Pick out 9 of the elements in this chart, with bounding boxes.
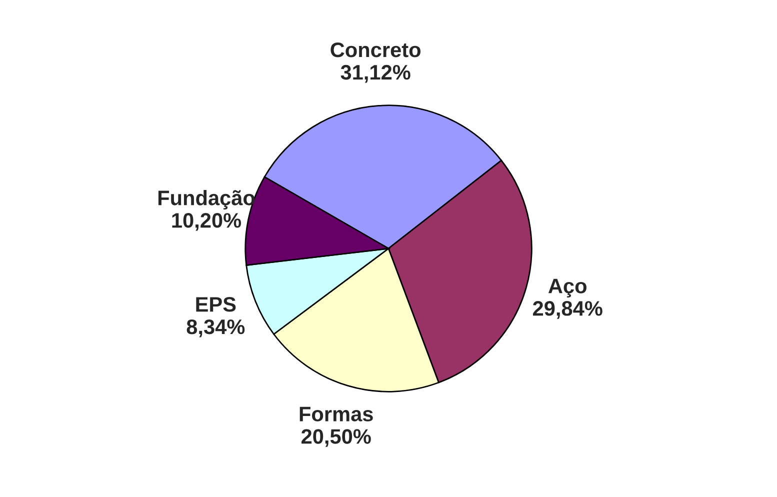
data-label: 10,20% — [172, 213, 242, 231]
data-label: 29,84% — [532, 301, 602, 319]
slice-label: Concreto — [330, 42, 420, 58]
data-label: 20,50% — [301, 429, 371, 447]
slice-label: Formas — [300, 406, 373, 422]
slice-label: EPS — [196, 297, 236, 312]
slice-label: Aço — [548, 278, 586, 298]
data-label: 31,12% — [340, 64, 410, 83]
data-label: 8,34% — [186, 319, 245, 338]
